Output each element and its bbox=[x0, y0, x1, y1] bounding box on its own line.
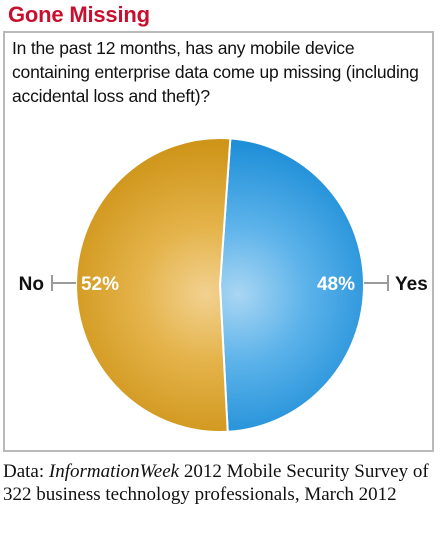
source-prefix: Data: bbox=[3, 461, 49, 482]
pie-chart: 48% Yes 52% No bbox=[19, 137, 428, 433]
data-label-yes: 48% bbox=[317, 274, 355, 295]
data-label-no: 52% bbox=[81, 274, 119, 295]
category-label-no: No bbox=[19, 274, 44, 295]
source-publication: InformationWeek bbox=[48, 461, 180, 482]
pie-slice-no bbox=[75, 137, 232, 433]
category-label-yes: Yes bbox=[395, 274, 428, 295]
source-details: 2012 Mobile Security Survey of 322 busin… bbox=[3, 461, 429, 505]
source-note: Data: InformationWeek 2012 Mobile Securi… bbox=[3, 460, 439, 506]
survey-question: In the past 12 months, has any mobile de… bbox=[12, 38, 419, 106]
chart-title: Gone Missing bbox=[8, 2, 150, 27]
pie-slice-yes bbox=[219, 137, 366, 433]
